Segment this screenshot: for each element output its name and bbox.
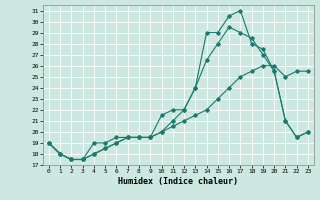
X-axis label: Humidex (Indice chaleur): Humidex (Indice chaleur) (118, 177, 238, 186)
